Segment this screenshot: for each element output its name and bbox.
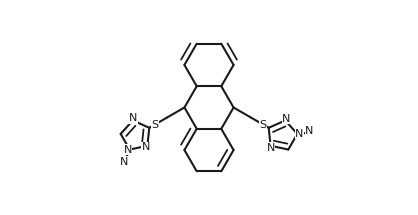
Text: S: S: [260, 120, 267, 130]
Text: N: N: [129, 113, 137, 123]
Text: N: N: [305, 126, 314, 136]
Text: N: N: [295, 129, 303, 139]
Text: N: N: [266, 143, 275, 153]
Text: N: N: [123, 144, 132, 155]
Text: N: N: [120, 157, 128, 167]
Text: S: S: [151, 120, 158, 130]
Text: N: N: [282, 114, 291, 124]
Text: N: N: [142, 143, 150, 152]
